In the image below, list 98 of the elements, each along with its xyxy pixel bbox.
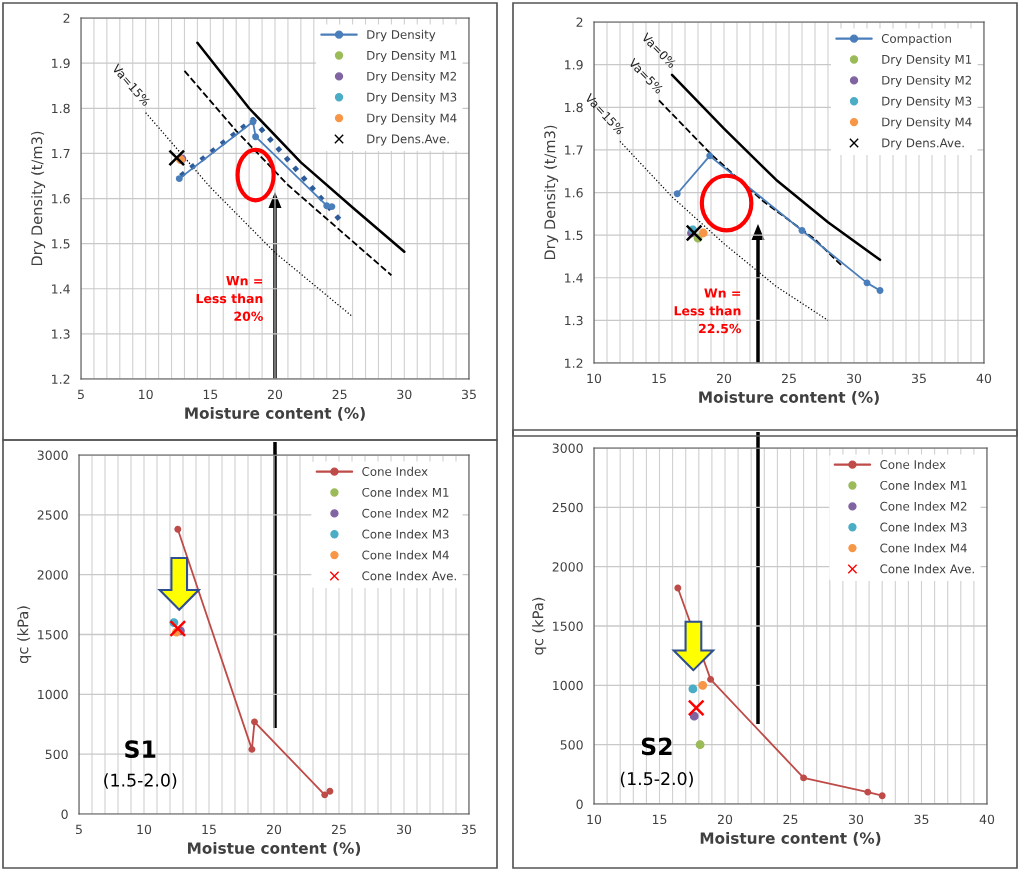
legend-label: Cone Index M3 — [362, 529, 449, 539]
x-tick-label: 30 — [847, 373, 862, 384]
x-tick-label: 5 — [77, 389, 84, 400]
legend-label: Dry Density M4 — [367, 113, 457, 125]
y-tick-label: 1.2 — [565, 358, 583, 368]
x-tick-label: 25 — [783, 814, 798, 825]
legend-label: Cone Index M4 — [362, 550, 449, 560]
y-tick-label: 500 — [45, 749, 68, 760]
x-tick-label: 35 — [462, 389, 476, 400]
x-tick-label: 10 — [137, 824, 152, 835]
y-tick-label: 2500 — [552, 502, 583, 513]
x-tick-label: 20 — [266, 824, 282, 835]
y-tick-label: 0 — [61, 809, 68, 819]
legend-label: Cone Index M1 — [880, 480, 967, 490]
x-tick-label: 10 — [587, 373, 602, 384]
legend-label: Cone Index — [362, 466, 428, 476]
y-tick-label: 1.6 — [52, 193, 70, 204]
y-tick-label: 1000 — [38, 689, 68, 700]
legend-label: Cone Index Ave. — [362, 571, 456, 581]
x-tick-label: 15 — [202, 824, 216, 835]
x-tick-label: 30 — [397, 389, 412, 400]
x-tick-label: 30 — [849, 814, 864, 825]
y-tick-label: 2 — [63, 13, 70, 23]
y-tick-label: 1500 — [553, 621, 583, 631]
x-tick-label: 5 — [75, 824, 82, 835]
y-tick-label: 1500 — [38, 629, 68, 640]
y-tick-label: 1.8 — [565, 102, 583, 113]
y-tick-label: 3000 — [552, 443, 583, 453]
annotation: Wn = Less than 20% — [196, 276, 263, 321]
y-tick-label: 1.7 — [52, 149, 70, 159]
x-tick-label: 20 — [716, 373, 732, 384]
legend-label: Cone Index M3 — [880, 522, 967, 532]
y-tick-label: 1.6 — [565, 187, 583, 198]
annotation: S1 — [125, 740, 156, 759]
x-tick-label: 10 — [139, 389, 153, 400]
x-tick-label: 15 — [652, 373, 666, 384]
y-tick-label: 1.2 — [52, 374, 70, 384]
legend-label: Cone Index M2 — [880, 501, 967, 511]
legend-label: Cone Index Ave. — [880, 564, 974, 574]
x-axis-title: Moisture content (%) — [185, 407, 365, 421]
x-tick-label: 15 — [203, 389, 218, 400]
legend-label: Dry Dens.Ave. — [882, 138, 964, 150]
y-tick-label: 2 — [576, 17, 583, 27]
y-axis-title: Dry Density (t/m3) — [544, 125, 559, 260]
y-tick-label: 1.5 — [565, 230, 583, 241]
annotation: S2 — [641, 737, 672, 756]
x-axis-title: Moisture content (%) — [699, 391, 879, 405]
x-axis-title: Moistue content (%) — [188, 842, 361, 856]
y-axis-title: qc (kPa) — [532, 597, 547, 655]
annotation: (1.5-2.0) — [620, 771, 693, 788]
x-tick-label: 35 — [912, 373, 926, 384]
x-tick-label: 20 — [717, 814, 733, 825]
y-tick-label: 1.9 — [565, 60, 583, 70]
x-tick-label: 15 — [652, 814, 667, 825]
y-tick-label: 2000 — [37, 570, 68, 580]
x-tick-label: 30 — [397, 824, 412, 835]
y-axis-title: qc (kPa) — [17, 606, 32, 664]
legend-label: Dry Dens.Ave. — [367, 134, 449, 146]
y-tick-label: 1.8 — [52, 103, 70, 114]
y-tick-label: 3000 — [37, 450, 68, 460]
legend-label: Dry Density M3 — [882, 96, 972, 108]
legend-label: Dry Density M1 — [367, 50, 457, 63]
x-tick-label: 35 — [914, 814, 929, 825]
x-tick-label: 25 — [332, 389, 347, 400]
y-tick-label: 2500 — [37, 510, 68, 520]
annotation: (1.5-2.0) — [104, 773, 177, 789]
legend-label: Dry Density M3 — [367, 92, 457, 104]
x-tick-label: 35 — [462, 824, 476, 835]
legend-label: Dry Density — [367, 29, 436, 42]
y-tick-label: 1.5 — [52, 239, 70, 249]
legend-label: Cone Index M2 — [362, 508, 449, 518]
legend-label: Dry Density M2 — [367, 71, 457, 83]
x-tick-label: 40 — [976, 373, 992, 384]
x-axis-title: Moisture content (%) — [700, 832, 881, 846]
annotation: Wn = Less than 22.5% — [674, 288, 742, 334]
y-tick-label: 0 — [576, 799, 583, 809]
legend-label: Cone Index M4 — [880, 543, 967, 553]
y-tick-label: 1.4 — [52, 284, 70, 294]
y-tick-label: 1.4 — [565, 273, 583, 283]
y-tick-label: 1.7 — [565, 145, 583, 155]
legend-label: Dry Density M4 — [882, 117, 972, 129]
legend-label: Compaction — [881, 33, 951, 46]
x-tick-label: 40 — [979, 814, 995, 825]
y-tick-label: 1000 — [553, 680, 583, 691]
x-tick-label: 10 — [587, 814, 602, 825]
y-tick-label: 500 — [560, 740, 583, 750]
y-tick-label: 1.3 — [565, 315, 583, 326]
x-tick-label: 25 — [331, 824, 346, 835]
y-axis-title: Dry Density (t/m3) — [31, 131, 46, 266]
legend-label: Cone Index M1 — [362, 487, 449, 497]
legend-label: Cone Index — [880, 459, 946, 469]
y-tick-label: 1.9 — [52, 58, 70, 69]
legend-label: Dry Density M2 — [882, 75, 972, 87]
x-tick-label: 25 — [781, 373, 796, 384]
y-tick-label: 1.3 — [52, 329, 70, 339]
legend-label: Dry Density M1 — [882, 54, 972, 67]
y-tick-label: 2000 — [552, 562, 583, 572]
x-tick-label: 20 — [267, 389, 283, 400]
